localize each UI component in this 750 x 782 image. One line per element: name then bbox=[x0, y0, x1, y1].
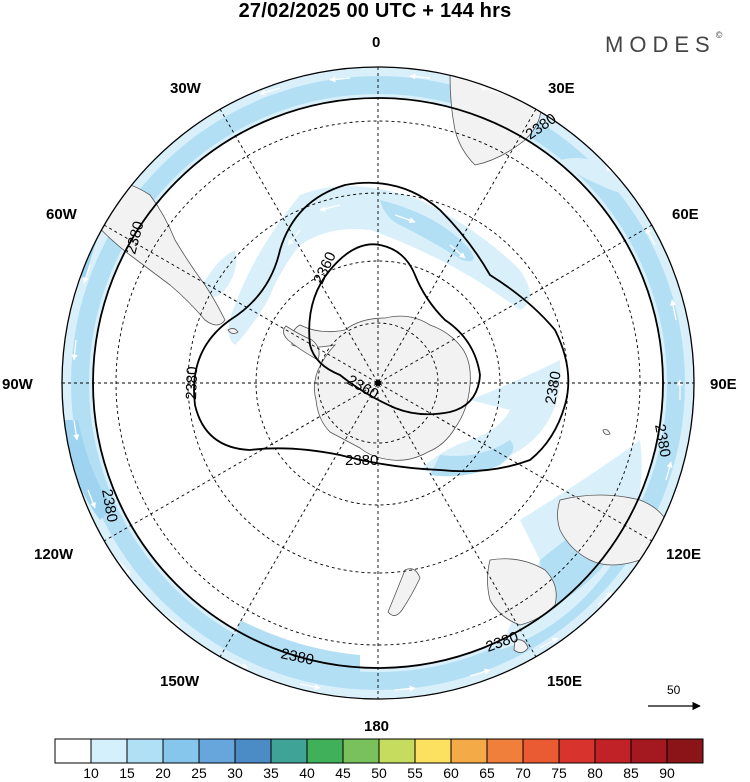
antarctic-peninsula bbox=[283, 325, 320, 361]
colorbar-cell bbox=[630, 738, 668, 764]
colorbar-cell bbox=[378, 738, 416, 764]
colorbar-tick-label: 40 bbox=[299, 765, 315, 781]
tasmania bbox=[513, 639, 529, 653]
colorbar-tick-label: 25 bbox=[191, 765, 207, 781]
map-title: 27/02/2025 00 UTC + 144 hrs bbox=[238, 0, 512, 22]
contour-label: 2380 bbox=[183, 366, 201, 400]
lon-label-120w: 120W bbox=[34, 546, 74, 563]
lon-label-90w: 90W bbox=[2, 376, 33, 393]
colorbar-cell bbox=[558, 738, 596, 764]
colorbar-tick-label: 20 bbox=[155, 765, 171, 781]
colorbar-tick-label: 70 bbox=[515, 765, 531, 781]
lon-label-120e: 120E bbox=[666, 546, 702, 563]
colorbar-cell bbox=[342, 738, 380, 764]
brand-logo: MODES© bbox=[605, 30, 723, 57]
lon-label-30w: 30W bbox=[170, 80, 201, 97]
south-america bbox=[91, 181, 226, 326]
pole-marker bbox=[375, 380, 381, 386]
colorbar-cell bbox=[270, 738, 308, 764]
colorbar-cell bbox=[234, 738, 272, 764]
lon-label-60e: 60E bbox=[672, 206, 699, 223]
contour-label: 2380 bbox=[279, 645, 315, 669]
colorbar-cell bbox=[414, 738, 452, 764]
colorbar-cell bbox=[162, 738, 200, 764]
colorbar-cell bbox=[522, 738, 560, 764]
lon-label-150e: 150E bbox=[547, 673, 583, 690]
colorbar bbox=[54, 738, 704, 764]
colorbar-cell bbox=[594, 738, 632, 764]
colorbar-cell bbox=[90, 738, 128, 764]
colorbar-tick-label: 50 bbox=[371, 765, 387, 781]
colorbar-tick-label: 85 bbox=[623, 765, 639, 781]
lon-label-90e: 90E bbox=[710, 376, 737, 393]
colorbar-cell bbox=[54, 738, 92, 764]
colorbar-tick-label: 10 bbox=[83, 765, 99, 781]
colorbar-cell bbox=[666, 738, 704, 764]
geopotential-contours bbox=[92, 97, 664, 669]
lon-label-180: 180 bbox=[364, 718, 390, 735]
contour-2380-inner bbox=[193, 181, 570, 473]
contour-2380-outer bbox=[92, 97, 664, 669]
colorbar-cell bbox=[450, 738, 488, 764]
contour-label: 2380 bbox=[542, 370, 565, 406]
contour-2360 bbox=[308, 243, 481, 416]
colorbar-tick-label: 75 bbox=[551, 765, 567, 781]
colorbar-tick-label: 30 bbox=[227, 765, 243, 781]
lon-label-0: 0 bbox=[372, 34, 381, 51]
contour-label: 2380 bbox=[98, 488, 121, 524]
colorbar-tick-label: 35 bbox=[263, 765, 279, 781]
lon-label-30e: 30E bbox=[548, 80, 575, 97]
colorbar-cell bbox=[486, 738, 524, 764]
contour-label: 2380 bbox=[345, 452, 378, 469]
reference-vector-value: 50 bbox=[667, 683, 681, 697]
colorbar-cell bbox=[126, 738, 164, 764]
colorbar-tick-label: 90 bbox=[659, 765, 675, 781]
colorbar-tick-label: 65 bbox=[479, 765, 495, 781]
colorbar-tick-label: 55 bbox=[407, 765, 423, 781]
colorbar-tick-label: 60 bbox=[443, 765, 459, 781]
colorbar-tick-label: 15 bbox=[119, 765, 135, 781]
new-zealand bbox=[387, 568, 421, 616]
colorbar-tick-label: 80 bbox=[587, 765, 603, 781]
colorbar-cell bbox=[306, 738, 344, 764]
colorbar-tick-label: 45 bbox=[335, 765, 351, 781]
colorbar-cell bbox=[198, 738, 236, 764]
lon-label-150w: 150W bbox=[160, 673, 200, 690]
contour-label: 2380 bbox=[651, 423, 674, 459]
map-border bbox=[61, 66, 695, 700]
lon-label-60w: 60W bbox=[46, 206, 77, 223]
land-masses bbox=[91, 74, 671, 653]
